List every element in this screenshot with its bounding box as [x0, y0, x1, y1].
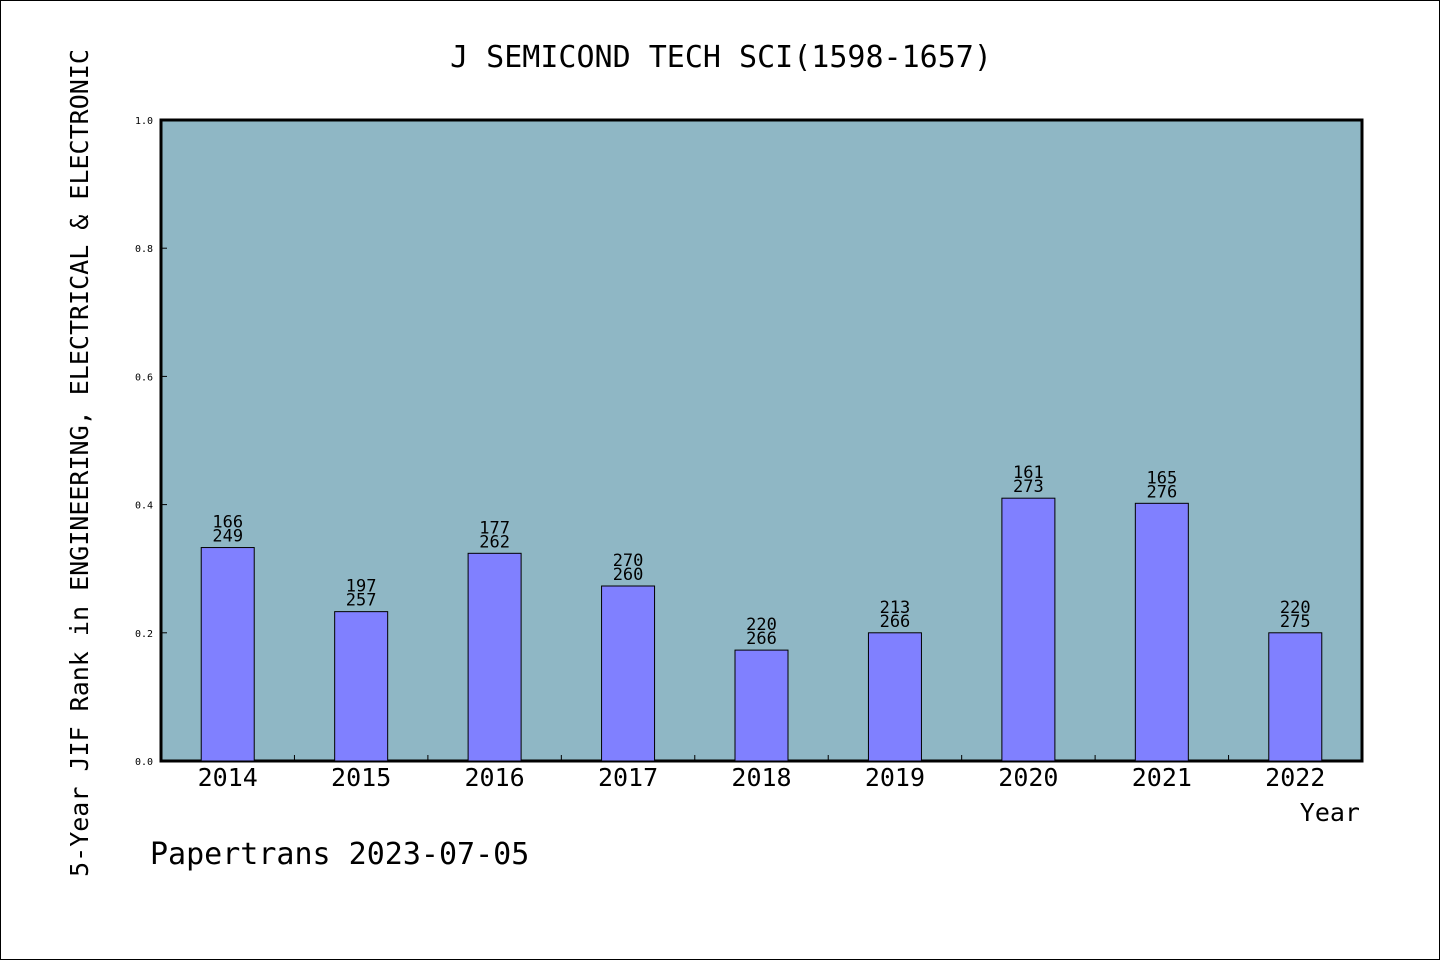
bar-label-top: 270	[613, 551, 644, 571]
bar-label-top: 166	[212, 513, 243, 533]
bar-label-bottom: 260	[613, 565, 644, 585]
y-tick-label: 0.8	[135, 244, 153, 255]
bar-label-bottom: 266	[746, 629, 777, 649]
bar-label-bottom: 262	[479, 532, 510, 552]
x-tick-label: 2015	[331, 763, 391, 792]
bar-label-top: 220	[746, 615, 777, 635]
bar-label-bottom: 273	[1013, 477, 1044, 497]
y-tick-label: 0.0	[135, 757, 153, 768]
x-tick-label: 2017	[598, 763, 658, 792]
x-tick-label: 2020	[998, 763, 1058, 792]
y-tick-label: 0.4	[135, 501, 153, 512]
bar-label-bottom: 257	[346, 591, 377, 611]
x-tick-label: 2014	[198, 763, 258, 792]
bar-label-top: 161	[1013, 463, 1044, 483]
x-tick-label: 2016	[465, 763, 525, 792]
bar-2021	[1134, 502, 1189, 762]
bars: 1662491972571772622702602202662132661612…	[200, 463, 1323, 762]
y-axis-label: 5-Year JIF Rank in ENGINEERING, ELECTRIC…	[65, 49, 94, 877]
footer-note: Papertrans 2023-07-05	[150, 837, 529, 872]
x-axis-label: Year	[1300, 798, 1360, 827]
x-tick-label: 2022	[1265, 763, 1325, 792]
bar-label-top: 213	[880, 598, 911, 618]
bar-2019	[867, 632, 922, 762]
bar-2014	[200, 547, 255, 762]
y-tick-label: 1.0	[135, 116, 153, 127]
bar-label-top: 177	[479, 518, 510, 538]
bar-2020	[1001, 497, 1056, 762]
bar-label-top: 220	[1280, 598, 1311, 618]
bar-2018	[734, 649, 789, 762]
bar-label-bottom: 266	[880, 612, 911, 632]
x-tick-label: 2018	[731, 763, 791, 792]
y-tick-label: 0.6	[135, 372, 153, 383]
bar-label-top: 165	[1146, 468, 1177, 488]
x-axis: 2014 2015 2016 2017 2018 2019 2020 2021 2022	[198, 755, 1325, 792]
bar-label-bottom: 275	[1280, 612, 1311, 632]
bar-label-top: 197	[346, 577, 377, 597]
bar-2016	[467, 552, 522, 762]
bar-label-bottom: 276	[1146, 482, 1177, 502]
bar-2017	[601, 585, 656, 762]
bar-2022	[1268, 632, 1323, 762]
x-tick-label: 2021	[1132, 763, 1192, 792]
chart-title: J SEMICOND TECH SCI(1598-1657)	[450, 40, 992, 75]
bar-2015	[334, 611, 389, 762]
bar-label-bottom: 249	[212, 527, 243, 547]
y-tick-label: 0.2	[135, 629, 153, 640]
y-axis: 0.0 0.2 0.4 0.6 0.8 1.0	[135, 116, 167, 768]
x-tick-label: 2019	[865, 763, 925, 792]
